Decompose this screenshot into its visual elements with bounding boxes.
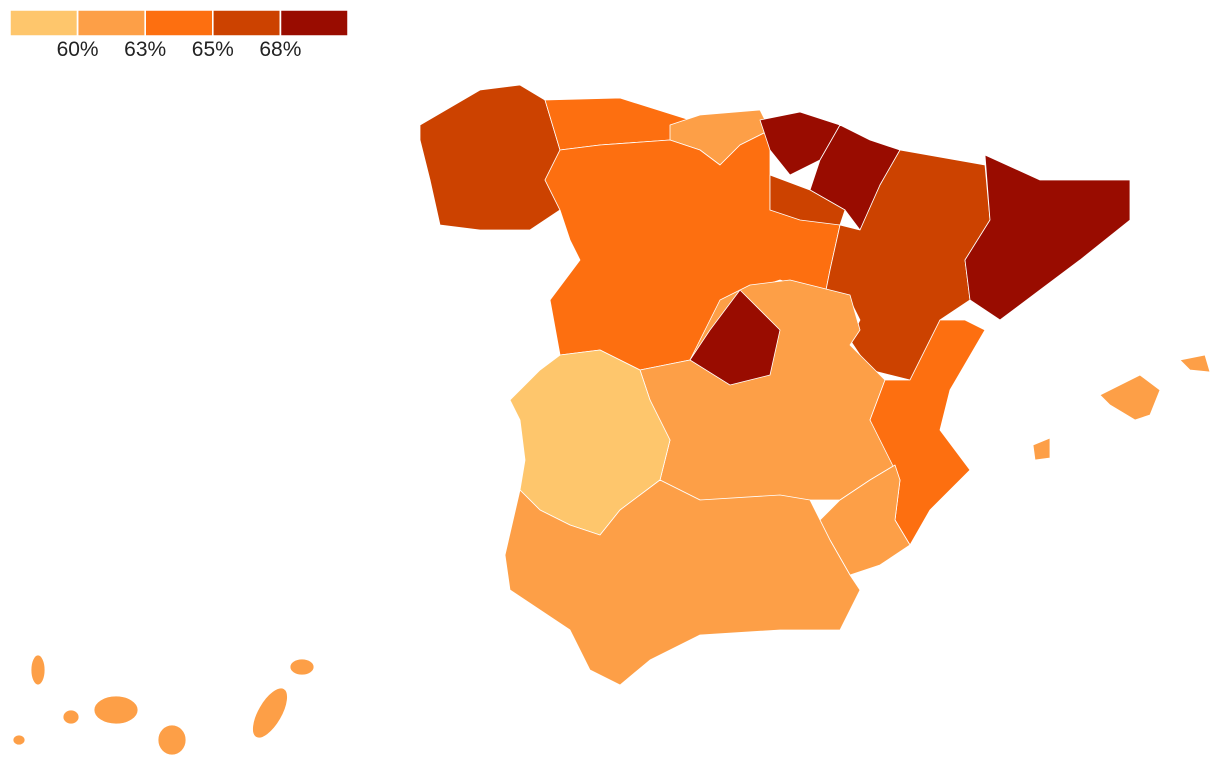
region — [252, 687, 288, 739]
legend: 60% 63% 65% 68% — [9, 9, 349, 61]
region — [157, 724, 187, 756]
region — [12, 734, 26, 746]
regions — [12, 84, 1211, 756]
region — [819, 464, 911, 576]
region — [964, 154, 1131, 321]
legend-swatch — [212, 9, 282, 37]
region — [504, 479, 861, 686]
legend-swatch — [279, 9, 349, 37]
region — [419, 84, 561, 231]
legend-label: 65% — [192, 38, 234, 61]
region — [30, 654, 46, 686]
legend-label: 63% — [124, 38, 166, 61]
legend-label: 68% — [259, 38, 301, 61]
legend-label: 60% — [57, 38, 99, 61]
region — [1179, 354, 1211, 373]
legend-swatch — [9, 9, 79, 37]
region — [93, 695, 139, 725]
region — [62, 709, 80, 725]
legend-swatch — [76, 9, 146, 37]
region — [689, 289, 781, 386]
region — [289, 658, 315, 676]
region — [1032, 437, 1051, 461]
legend-swatch — [144, 9, 214, 37]
region — [1099, 374, 1161, 421]
